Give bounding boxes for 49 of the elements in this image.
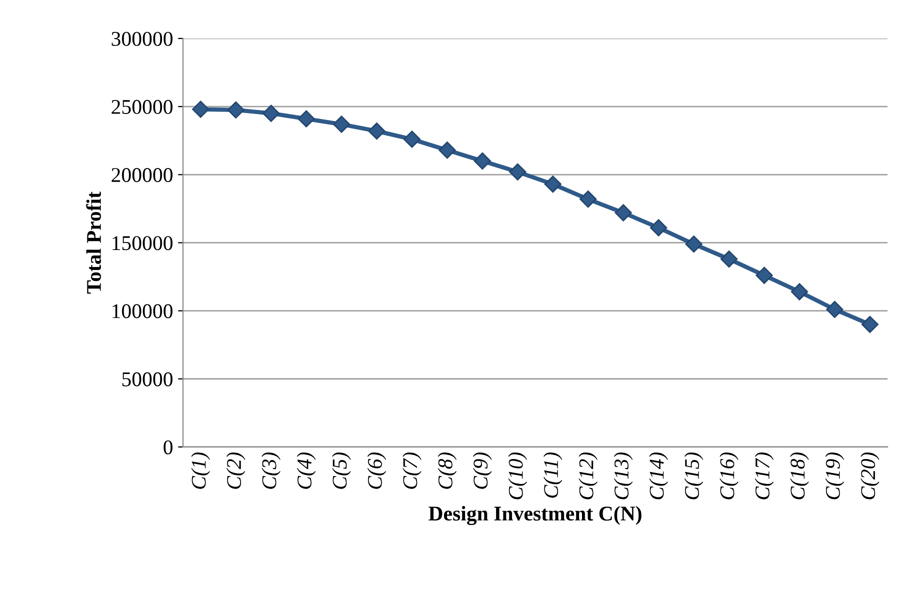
x-tick-label: C(13) xyxy=(614,452,633,500)
point xyxy=(262,104,280,122)
x-tick-label: C(15) xyxy=(684,452,704,500)
y-tick-label: 0 xyxy=(164,440,172,454)
x-tick-label: C(10) xyxy=(508,452,528,500)
point xyxy=(332,116,350,133)
x-tick-label: C(9) xyxy=(472,452,492,489)
y-tick-label: 300000 xyxy=(112,32,172,46)
x-tick-label: C(19) xyxy=(825,452,844,500)
point xyxy=(403,130,421,148)
point xyxy=(861,316,878,333)
point xyxy=(756,266,773,284)
point xyxy=(685,236,702,253)
point xyxy=(580,190,597,208)
x-tick-label: C(20) xyxy=(860,452,880,500)
x-tick-label: C(6) xyxy=(367,452,386,489)
point xyxy=(720,250,738,268)
point xyxy=(227,101,244,119)
y-tick-label: 50000 xyxy=(122,372,172,386)
x-tick-label: C(8) xyxy=(438,452,457,489)
x-tick-label: C(7) xyxy=(402,452,422,489)
point xyxy=(474,152,491,170)
point xyxy=(650,219,668,236)
point xyxy=(192,100,210,118)
point xyxy=(790,283,808,300)
point xyxy=(544,176,562,193)
x-tick-label: C(5) xyxy=(332,452,351,489)
y-tick-label: 100000 xyxy=(112,304,172,318)
y-tick-label: 150000 xyxy=(112,236,172,250)
x-tick-label: C(14) xyxy=(649,452,668,500)
point xyxy=(826,300,844,318)
point xyxy=(368,122,386,140)
x-tick-label: C(4) xyxy=(296,452,316,489)
x-tick-label: C(1) xyxy=(191,452,210,489)
x-tick-label: C(2) xyxy=(226,452,246,489)
point xyxy=(298,110,315,128)
point xyxy=(509,163,526,180)
x-tick-label: C(17) xyxy=(754,452,774,500)
x-tick-label: C(18) xyxy=(790,452,809,500)
x-tick-label: C(3) xyxy=(262,452,281,489)
y-axis-title: Total Profit xyxy=(86,192,101,294)
y-tick-label: 250000 xyxy=(112,100,172,114)
x-tick-label: C(16) xyxy=(720,452,738,500)
point xyxy=(438,142,456,159)
x-tick-label: C(11) xyxy=(543,452,562,498)
x-tick-label: C(12) xyxy=(578,452,598,500)
x-axis-title: Design Investment C(N) xyxy=(428,506,642,526)
y-tick-label: 200000 xyxy=(112,168,172,182)
point xyxy=(614,204,632,222)
